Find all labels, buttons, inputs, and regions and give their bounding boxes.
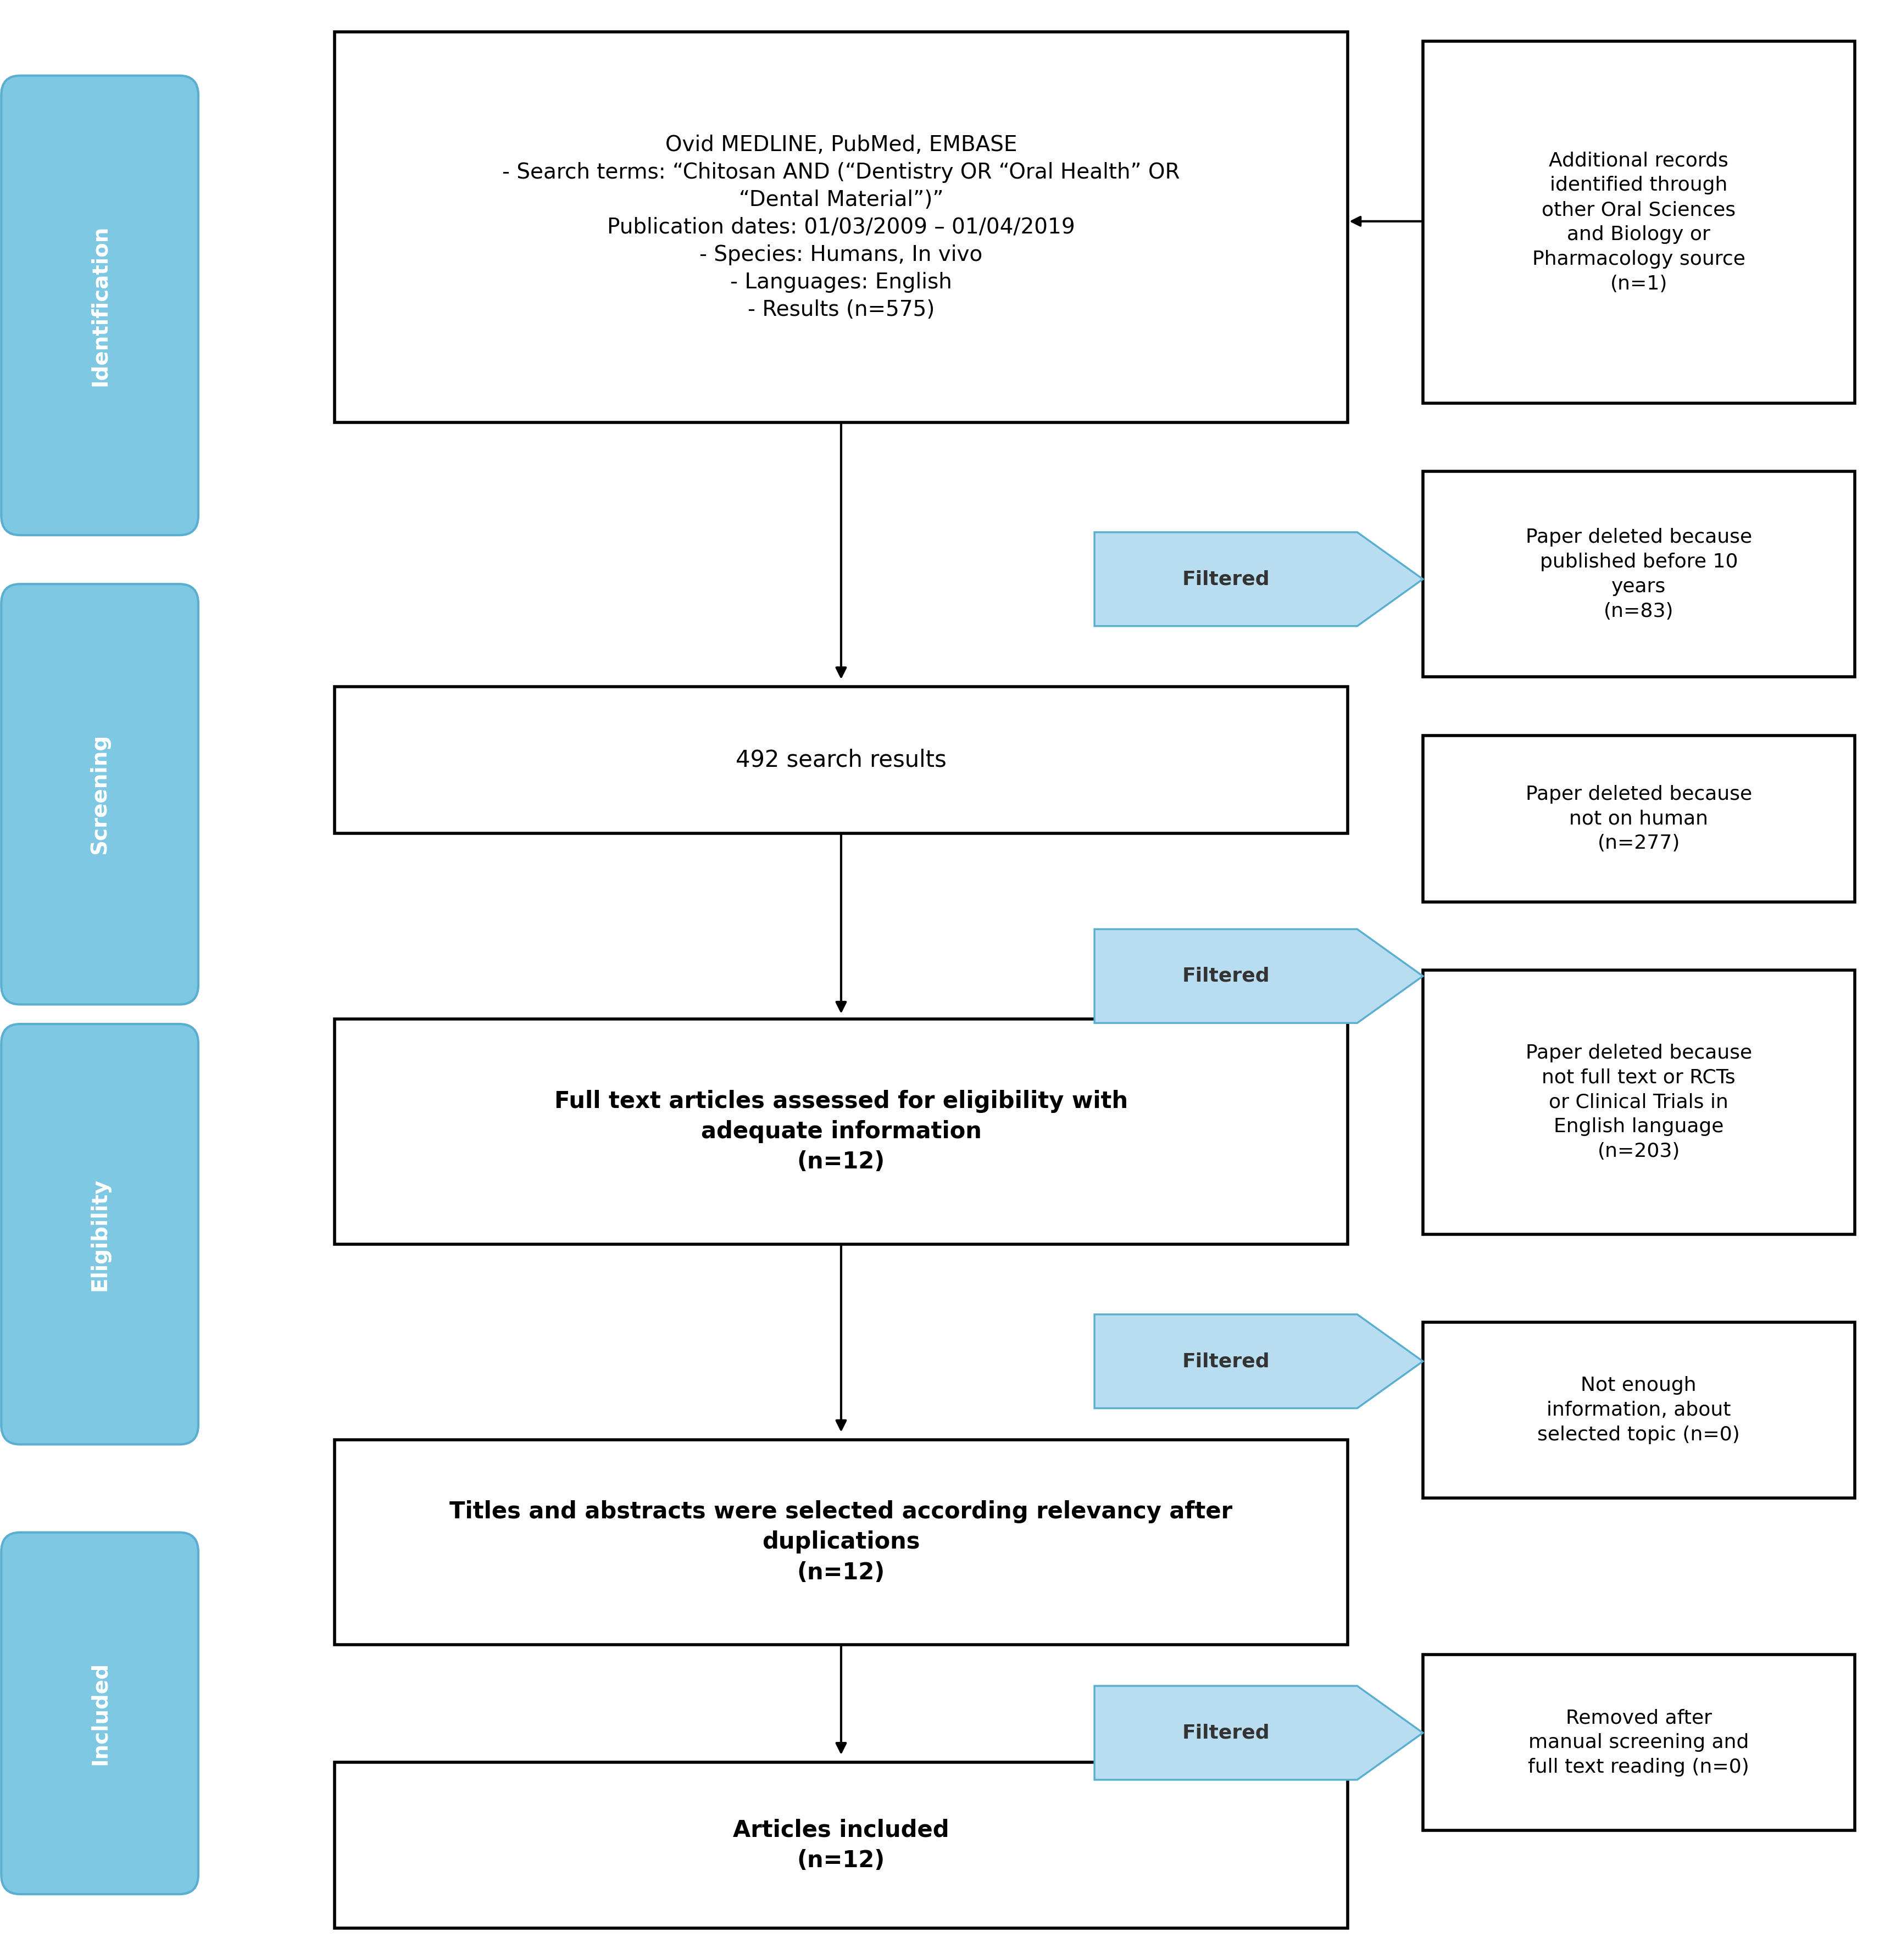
Text: Articles included
(n=12): Articles included (n=12) [733, 1819, 950, 1872]
Text: Filtered: Filtered [1182, 570, 1270, 588]
FancyBboxPatch shape [2, 1023, 198, 1445]
Text: Paper deleted because
published before 10
years
(n=83): Paper deleted because published before 1… [1525, 527, 1751, 621]
Text: Titles and abstracts were selected according relevancy after
duplications
(n=12): Titles and abstracts were selected accor… [451, 1499, 1233, 1584]
Text: Identification: Identification [89, 225, 109, 386]
FancyBboxPatch shape [1423, 735, 1855, 902]
Text: Filtered: Filtered [1182, 1352, 1270, 1370]
FancyBboxPatch shape [1423, 41, 1855, 404]
Text: Screening: Screening [89, 733, 109, 855]
Text: Included: Included [89, 1662, 109, 1764]
FancyBboxPatch shape [1423, 1654, 1855, 1831]
FancyBboxPatch shape [1423, 1323, 1855, 1497]
Polygon shape [1095, 1686, 1423, 1780]
FancyBboxPatch shape [2, 76, 198, 535]
FancyBboxPatch shape [1423, 472, 1855, 676]
Polygon shape [1095, 533, 1423, 625]
FancyBboxPatch shape [334, 1762, 1348, 1929]
Text: Removed after
manual screening and
full text reading (n=0): Removed after manual screening and full … [1529, 1709, 1749, 1776]
Text: Ovid MEDLINE, PubMed, EMBASE
- Search terms: “Chitosan AND (“Dentistry OR “Oral : Ovid MEDLINE, PubMed, EMBASE - Search te… [501, 135, 1180, 319]
FancyBboxPatch shape [2, 1533, 198, 1893]
Text: Full text articles assessed for eligibility with
adequate information
(n=12): Full text articles assessed for eligibil… [554, 1090, 1127, 1174]
Text: Eligibility: Eligibility [89, 1178, 109, 1292]
FancyBboxPatch shape [334, 1439, 1348, 1644]
Polygon shape [1095, 929, 1423, 1023]
Text: Paper deleted because
not on human
(n=277): Paper deleted because not on human (n=27… [1525, 784, 1751, 853]
FancyBboxPatch shape [1423, 970, 1855, 1235]
Text: Paper deleted because
not full text or RCTs
or Clinical Trials in
English langua: Paper deleted because not full text or R… [1525, 1043, 1751, 1160]
Text: 492 search results: 492 search results [735, 749, 946, 772]
FancyBboxPatch shape [334, 31, 1348, 423]
Text: Filtered: Filtered [1182, 1723, 1270, 1742]
Text: Additional records
identified through
other Oral Sciences
and Biology or
Pharmac: Additional records identified through ot… [1533, 151, 1746, 294]
Text: Filtered: Filtered [1182, 966, 1270, 986]
FancyBboxPatch shape [2, 584, 198, 1004]
FancyBboxPatch shape [334, 1019, 1348, 1245]
FancyBboxPatch shape [334, 686, 1348, 833]
Text: Not enough
information, about
selected topic (n=0): Not enough information, about selected t… [1538, 1376, 1740, 1445]
Polygon shape [1095, 1315, 1423, 1407]
